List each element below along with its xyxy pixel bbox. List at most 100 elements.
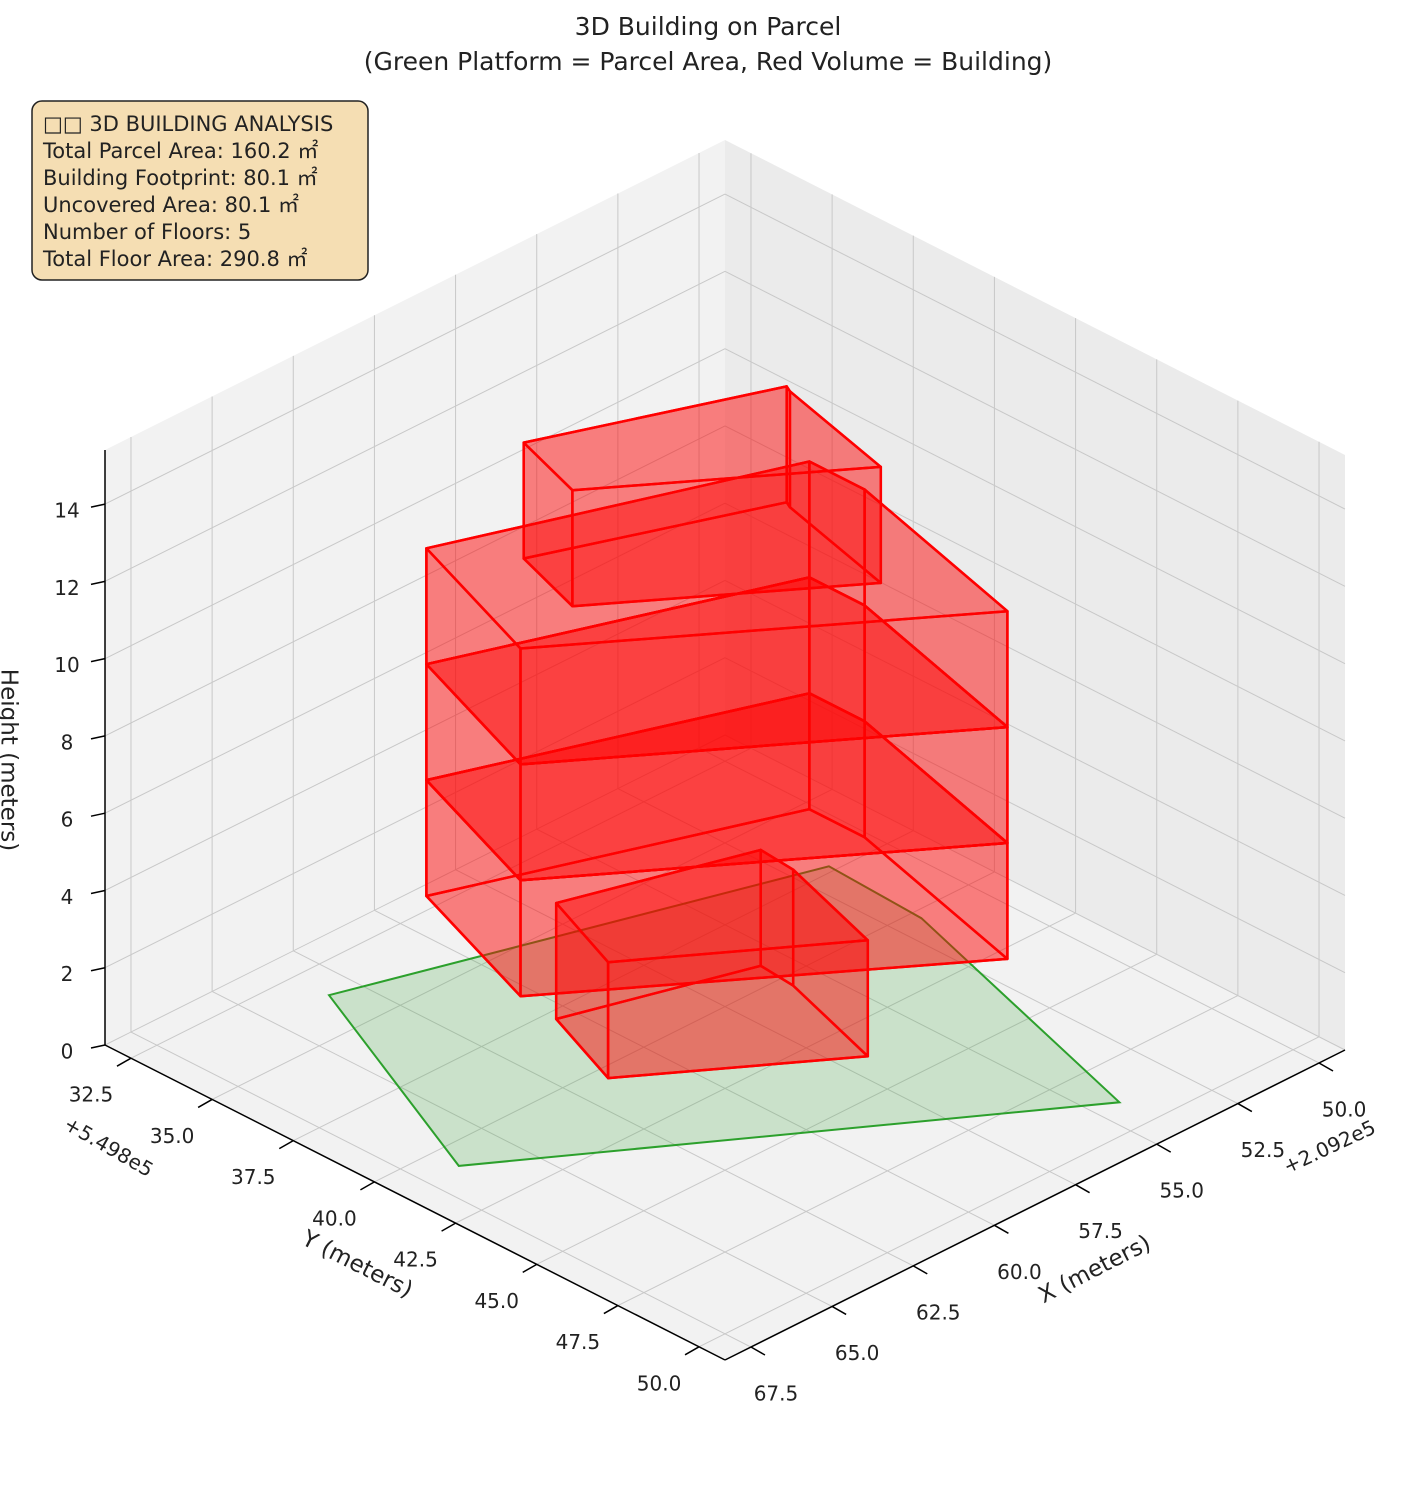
grid-line [374,871,995,1183]
grid-line [104,580,726,891]
marks [327,385,1122,1167]
y-tick [360,1181,375,1191]
info-line: Total Floor Area: 290.8 ㎡ [42,247,308,271]
x-tick-label: 62.5 [916,1300,961,1324]
z-tick-label: 12 [54,576,79,600]
grid-line [724,348,1346,665]
info-line: Building Footprint: 80.1 ㎡ [43,166,318,190]
grid-line [617,788,1239,1105]
x-tick [750,1346,766,1356]
grid-line [724,193,1346,510]
grid-line [104,348,726,660]
floor-top [554,848,870,964]
x-tick [1075,1184,1090,1194]
z-tick-label: 14 [54,499,79,523]
info-line: Uncovered Area: 80.1 ㎡ [43,193,299,217]
y-tick [603,1304,619,1315]
z-tick [90,580,106,586]
y-tick [684,1346,700,1356]
z-tick-label: 10 [54,653,79,677]
axis-line [104,1044,726,1361]
info-line: □□ 3D BUILDING ANALYSIS [43,112,333,136]
chart-title: 3D Building on Parcel [575,12,842,41]
grid-line [724,425,1346,742]
z-tick [90,735,106,740]
grid-line [724,657,1346,974]
grid-line [698,747,1320,1064]
x-tick-label: 67.5 [754,1382,799,1406]
y-tick-label: 35.0 [150,1124,195,1148]
grid-line [293,950,914,1267]
y-tick-label: 42.5 [393,1248,438,1272]
z-tick-label: 2 [61,962,74,986]
chart-subtitle: (Green Platform = Parcel Area, Red Volum… [364,47,1053,76]
y-tick-label: 47.5 [556,1330,601,1354]
grid-line [130,747,752,1059]
grid-line [724,734,1346,1051]
z-tick [90,657,106,663]
grid-line [455,869,1076,1186]
info-text: □□ 3D BUILDING ANALYSIS Total Parcel Area… [42,112,333,271]
y-tick [522,1263,538,1273]
grid-line [724,502,1346,819]
grid-line [536,953,1157,1265]
z-tick-label: 6 [61,808,74,832]
grid-line [130,1031,752,1348]
info-box [31,100,369,281]
y-tick [116,1057,132,1067]
y-tick-label: 40.0 [312,1206,357,1230]
x-tick [831,1305,847,1316]
x-tick [994,1224,1009,1234]
grid-line [617,995,1239,1307]
z-tick [90,966,106,972]
x-tick-label: 50.0 [1322,1097,1367,1121]
x-tick-label: 52.5 [1241,1138,1286,1162]
x-tick [1318,1062,1334,1072]
y-tick-label: 45.0 [474,1289,519,1313]
x-tick-label: 57.5 [1078,1219,1123,1243]
grid-line [104,193,726,505]
parcel [327,865,1122,1167]
x-tick [1156,1143,1172,1153]
z-tick [90,812,106,817]
y-offset: +5.498e5 [60,1112,158,1182]
grid-line [104,425,726,737]
info-line: Number of Floors: 5 [43,220,251,244]
x-tick-label: 65.0 [835,1341,880,1365]
z-tick [90,889,106,895]
grid-line [211,990,833,1307]
x-tick-label: 60.0 [997,1260,1042,1284]
floor-pane [105,735,1345,1360]
y-tick-label: 50.0 [637,1371,682,1395]
y-tick-label: 32.5 [69,1083,114,1107]
x-tick-label: 55.0 [1159,1179,1204,1203]
axis-line [724,1049,1346,1361]
z-axis-label: Height (meters) [0,669,22,851]
z-tick-label: 4 [61,885,74,909]
grid-line [374,909,995,1226]
left-pane [105,140,725,1045]
y-tick [441,1222,456,1232]
grid-line [104,270,726,582]
z-tick [90,503,106,508]
z-tick-label: 8 [61,730,74,754]
grid-line [104,502,726,814]
grid [104,152,1346,1348]
z-tick-label: 0 [61,1040,74,1064]
z-tick [90,1044,106,1049]
x-tick [1237,1102,1253,1113]
grid-line [104,657,726,969]
x-tick [912,1265,928,1275]
grid-line [293,830,914,1142]
grid-line [698,1036,1320,1348]
panes [105,140,1345,1360]
grid-line [724,270,1346,587]
info-line: Total Parcel Area: 160.2 ㎡ [42,139,318,163]
floor-top [522,385,883,492]
grid-line [724,580,1346,896]
y-tick [197,1098,213,1109]
x-offset: +2.092e5 [1279,1115,1379,1179]
y-tick [278,1140,294,1150]
right-pane [725,140,1345,1050]
